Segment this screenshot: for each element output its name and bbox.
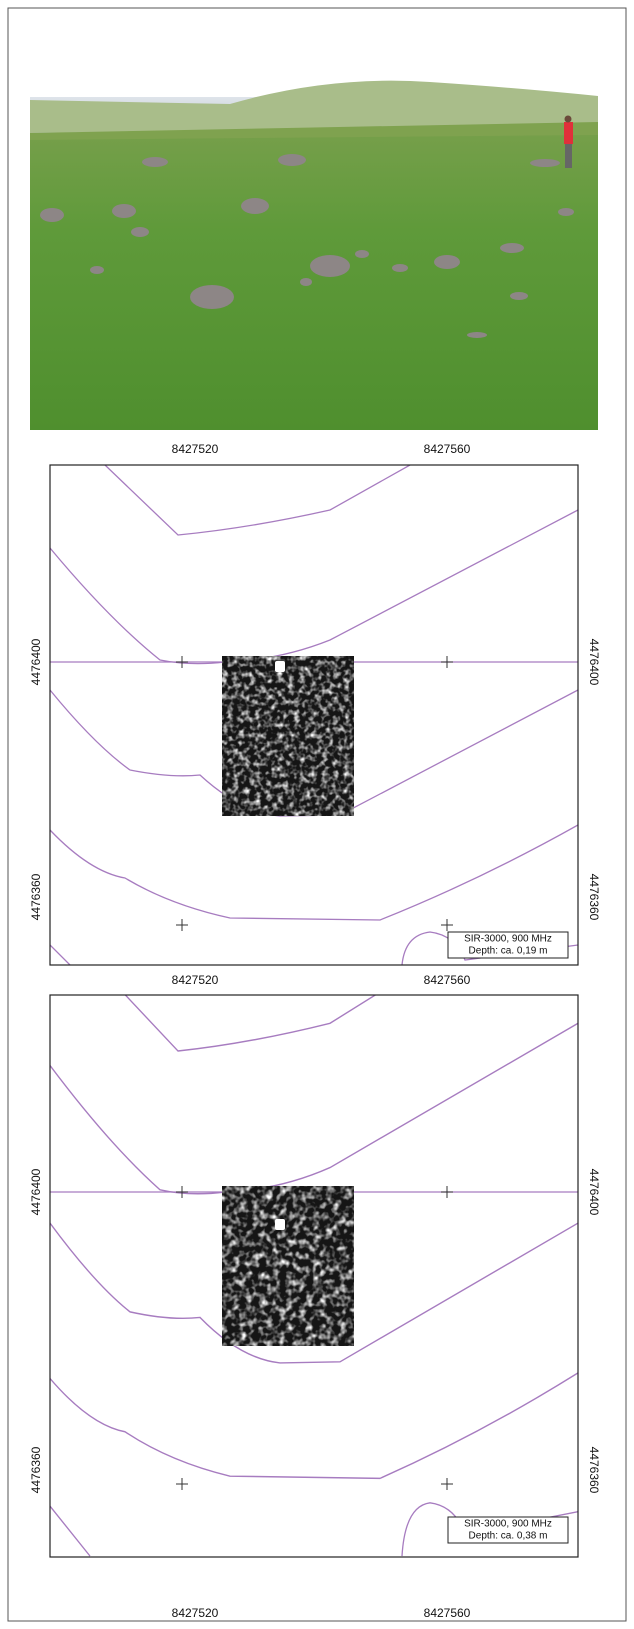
x-label: 8427560 [424, 1606, 471, 1620]
gpr-image [222, 1186, 354, 1346]
y-label: 4476400 [29, 1168, 43, 1215]
cross [176, 1186, 453, 1490]
map-frame [49, 464, 579, 966]
legend: SIR-3000, 900 MHz Depth: ca. 0,19 m [447, 931, 569, 959]
y-label: 4476400 [587, 639, 601, 686]
map-panel: SIR-3000, 900 MHz Depth: ca. 0,38 m 4476… [29, 994, 601, 1620]
x-label: 8427520 [172, 1606, 219, 1620]
legend-text: Depth: ca. 0,38 m [469, 1531, 548, 1542]
legend-text: SIR-3000, 900 MHz [464, 1519, 552, 1530]
y-label: 4476360 [587, 874, 601, 921]
contour [50, 1372, 578, 1480]
contour [50, 509, 578, 665]
y-label: 4476400 [587, 1169, 601, 1216]
contour [50, 1222, 578, 1364]
y-label: 4476400 [29, 638, 43, 685]
x-label: 8427560 [424, 442, 471, 456]
photo [30, 80, 598, 430]
cross [176, 656, 453, 931]
legend-text: Depth: ca. 0,19 m [469, 946, 548, 957]
outer-border [7, 7, 627, 1622]
contour [50, 1022, 578, 1195]
contour [124, 995, 377, 1052]
x-label: 8427520 [172, 442, 219, 456]
contour [104, 465, 411, 536]
x-label: 8427560 [424, 973, 471, 987]
legend-text: SIR-3000, 900 MHz [464, 934, 552, 945]
y-label: 4476360 [29, 1446, 43, 1493]
gpr-image [222, 656, 354, 816]
y-label: 4476360 [29, 873, 43, 920]
map-panel: 8427520 8427560 SIR-3000, 900 MHz Depth:… [29, 442, 601, 987]
contour [50, 824, 578, 921]
y-label: 4476360 [587, 1447, 601, 1494]
legend: SIR-3000, 900 MHz Depth: ca. 0,38 m [447, 1516, 569, 1544]
map-frame [49, 994, 579, 1558]
x-label: 8427520 [172, 973, 219, 987]
